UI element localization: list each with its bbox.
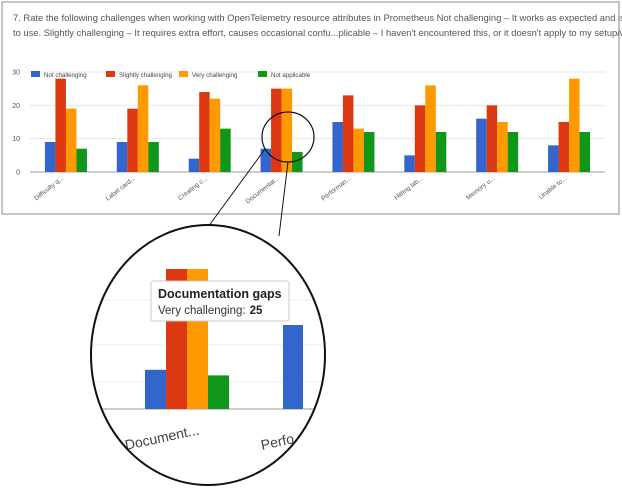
zoom-next-category-label: Perfo (259, 430, 295, 453)
bar[interactable] (44, 142, 56, 172)
bar[interactable] (548, 145, 559, 172)
legend-swatch (179, 71, 188, 77)
bar[interactable] (260, 148, 272, 172)
bar[interactable] (404, 155, 415, 172)
legend-label[interactable]: Not applicable (271, 72, 311, 79)
bar[interactable] (220, 128, 231, 172)
magnifier-large-circle (90, 224, 326, 486)
bar[interactable] (363, 132, 375, 172)
tooltip-value: 25 (250, 305, 263, 317)
bar[interactable] (281, 88, 293, 172)
zoom-bar[interactable] (208, 375, 229, 409)
y-tick-label: 0 (16, 170, 20, 177)
tooltip-title: Documentation gaps (158, 287, 282, 301)
legend-swatch (258, 71, 267, 77)
bar[interactable] (558, 122, 570, 172)
bar[interactable] (76, 148, 87, 172)
bar[interactable] (209, 98, 221, 172)
bar[interactable] (342, 95, 354, 172)
bars (44, 78, 591, 172)
question-line-2: to use. Slightly challenging – It requir… (13, 27, 622, 38)
bar[interactable] (425, 85, 436, 172)
y-tick-label: 20 (12, 103, 20, 110)
bar[interactable] (332, 122, 343, 172)
magnifier-connector-left (199, 148, 266, 239)
zoom-bar-next[interactable] (283, 325, 303, 409)
bar[interactable] (55, 78, 66, 172)
bar[interactable] (188, 158, 200, 172)
bar[interactable] (353, 128, 364, 172)
legend[interactable]: Not challenging Slightly challenging Very … (31, 71, 311, 79)
legend-swatch (106, 71, 115, 77)
question-line-1: 7. Rate the following challenges when wo… (13, 12, 622, 23)
bar[interactable] (435, 132, 447, 172)
y-tick-label: 10 (12, 136, 20, 143)
tooltip-series-label: Very challenging: 25 (158, 305, 263, 317)
chart-panel (1, 1, 620, 215)
bar[interactable] (476, 118, 487, 172)
bar[interactable] (414, 105, 426, 172)
legend-label[interactable]: Not challenging (44, 72, 87, 79)
legend-swatch (31, 71, 40, 77)
bar[interactable] (292, 152, 303, 172)
bar[interactable] (199, 92, 210, 172)
y-axis-ticks: 0 10 20 30 (12, 70, 20, 177)
tooltip-series-name: Very challenging: (158, 305, 246, 317)
legend-label[interactable]: Slightly challenging (119, 72, 173, 79)
magnifier-zoom: Document... Perfo Documentation gaps Ver… (91, 225, 325, 485)
bar[interactable] (127, 108, 138, 172)
tooltip-box (150, 280, 290, 322)
bar[interactable] (65, 108, 77, 172)
bar[interactable] (507, 132, 519, 172)
bar[interactable] (116, 142, 128, 172)
bar[interactable] (271, 88, 282, 172)
bar[interactable] (579, 132, 591, 172)
tooltip: Documentation gaps Very challenging: 25 (150, 280, 290, 322)
bar[interactable] (486, 105, 498, 172)
bar[interactable] (569, 78, 580, 172)
magnifier-connector-right (278, 161, 289, 237)
bar[interactable] (137, 85, 149, 172)
zoom-bar[interactable] (145, 369, 166, 409)
y-tick-label: 30 (12, 70, 20, 77)
legend-label[interactable]: Very challenging (192, 72, 238, 79)
bar[interactable] (497, 122, 508, 172)
bar[interactable] (148, 142, 159, 172)
